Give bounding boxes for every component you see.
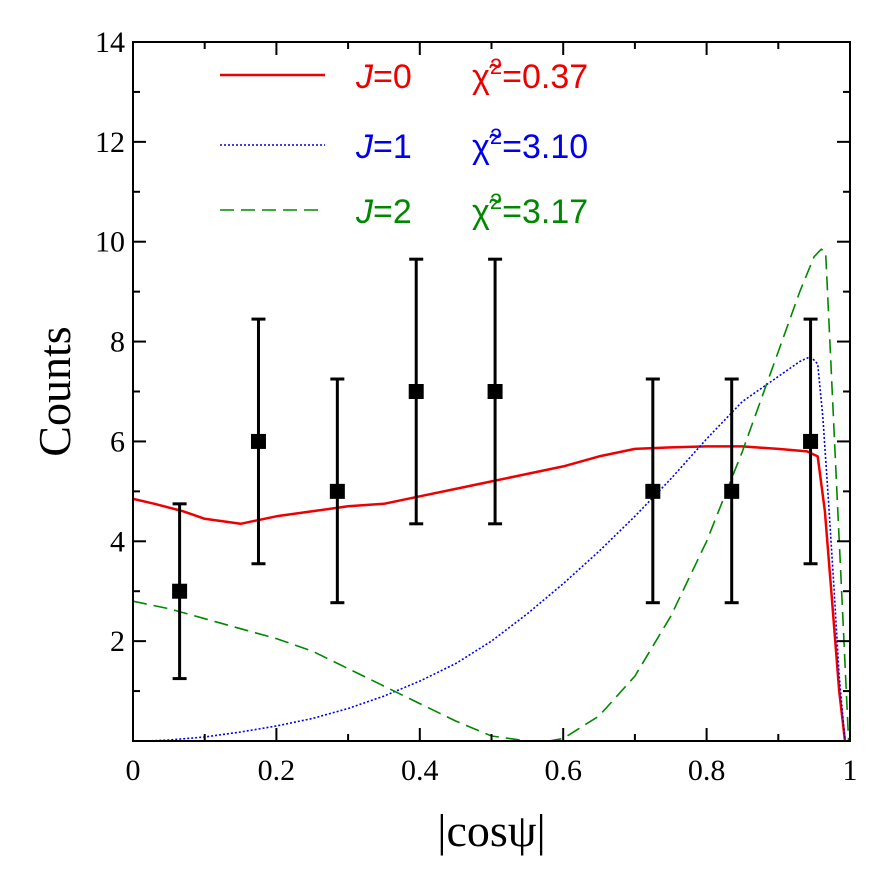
legend-chi-value: =0.37 <box>502 58 588 96</box>
legend-chi-exponent: 2 <box>490 54 502 79</box>
legend-j-value: =0 <box>373 58 412 96</box>
series-line-j-2 <box>133 248 850 741</box>
data-point-marker <box>487 384 503 399</box>
legend-chi-exponent: 2 <box>490 124 502 149</box>
y-tick-label: 4 <box>110 525 125 558</box>
legend-chi2-j-2: χ̃2=3.17 <box>472 189 588 231</box>
series-line-j-1 <box>147 355 846 741</box>
legend-chi2-j-1: χ̃2=3.10 <box>472 124 588 166</box>
series-line-j-0 <box>133 445 847 741</box>
y-tick-label: 8 <box>110 326 125 359</box>
legend-label-j-0: J=0 <box>355 58 412 96</box>
legend-label-j-1: J=1 <box>355 128 412 166</box>
legend-label-j-2: J=2 <box>355 193 412 231</box>
series-layer <box>133 248 850 741</box>
legend-chi2-j-0: χ̃2=0.37 <box>472 54 588 96</box>
data-point-marker <box>172 583 188 599</box>
legend-j-symbol: J <box>355 193 374 231</box>
y-tick-label: 10 <box>95 226 125 259</box>
y-tick-label: 6 <box>110 425 125 458</box>
x-tick-label: 0 <box>126 754 141 787</box>
data-point-marker <box>250 433 266 449</box>
y-tick-label: 2 <box>110 625 125 658</box>
x-tick-label: 0.2 <box>258 754 296 787</box>
legend-chi-value: =3.17 <box>502 193 588 231</box>
data-points-layer <box>172 257 819 681</box>
data-point-marker <box>803 433 819 449</box>
legend-j-symbol: J <box>355 128 374 166</box>
legend-j-symbol: J <box>355 58 374 96</box>
x-tick-label: 0.8 <box>688 754 726 787</box>
x-axis-title: |cosψ| <box>437 805 546 856</box>
legend-chi-value: =3.10 <box>502 128 588 166</box>
data-point-marker <box>408 384 424 399</box>
x-tick-label: 0.6 <box>544 754 582 787</box>
x-tick-label: 0.4 <box>401 754 439 787</box>
data-point-marker <box>724 483 740 499</box>
legend-j-value: =1 <box>373 128 412 166</box>
legend-j-value: =2 <box>373 193 412 231</box>
x-tick-label: 1 <box>843 754 858 787</box>
y-tick-label: 14 <box>95 26 125 59</box>
legend: J=0 χ̃2=0.37J=1 χ̃2=3.10J=2 χ̃2=3.17 <box>220 54 588 231</box>
data-point-marker <box>645 483 661 499</box>
legend-chi-exponent: 2 <box>490 189 502 214</box>
y-tick-label: 12 <box>95 126 125 159</box>
y-axis-title: Counts <box>29 326 80 456</box>
data-point-marker <box>329 483 345 499</box>
